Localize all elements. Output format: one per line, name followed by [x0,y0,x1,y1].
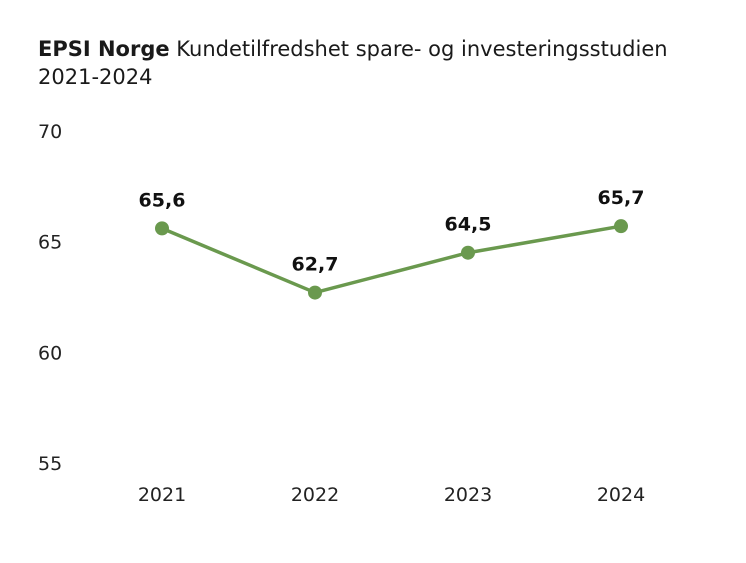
series-layer [155,219,628,300]
data-point [308,285,322,300]
chart-title: EPSI Norge Kundetilfredshet spare- og in… [38,37,668,61]
chart-title-rest: Kundetilfredshet spare- og investeringss… [170,37,668,61]
series-line [160,224,623,295]
data-label: 65,7 [598,187,645,209]
data-label: 62,7 [292,254,339,276]
y-tick-label: 65 [38,232,62,254]
data-point [461,245,475,260]
chart-title-bold: EPSI Norge [38,37,170,61]
y-tick-label: 60 [38,342,62,364]
data-point [614,219,628,234]
data-label: 64,5 [445,214,492,236]
chart-subtitle: 2021-2024 [38,65,152,89]
data-point [155,221,169,236]
x-tick-label: 2024 [597,484,645,506]
data-labels: 65,6 62,7 64,5 65,7 [139,187,645,275]
data-label: 65,6 [139,189,186,211]
x-tick-label: 2021 [138,484,186,506]
y-axis: 55 60 65 70 [38,121,62,475]
y-tick-label: 55 [38,453,62,475]
y-tick-label: 70 [38,121,62,143]
x-axis: 2021 2022 2023 2024 [138,484,645,506]
x-tick-label: 2023 [444,484,492,506]
x-tick-label: 2022 [291,484,339,506]
